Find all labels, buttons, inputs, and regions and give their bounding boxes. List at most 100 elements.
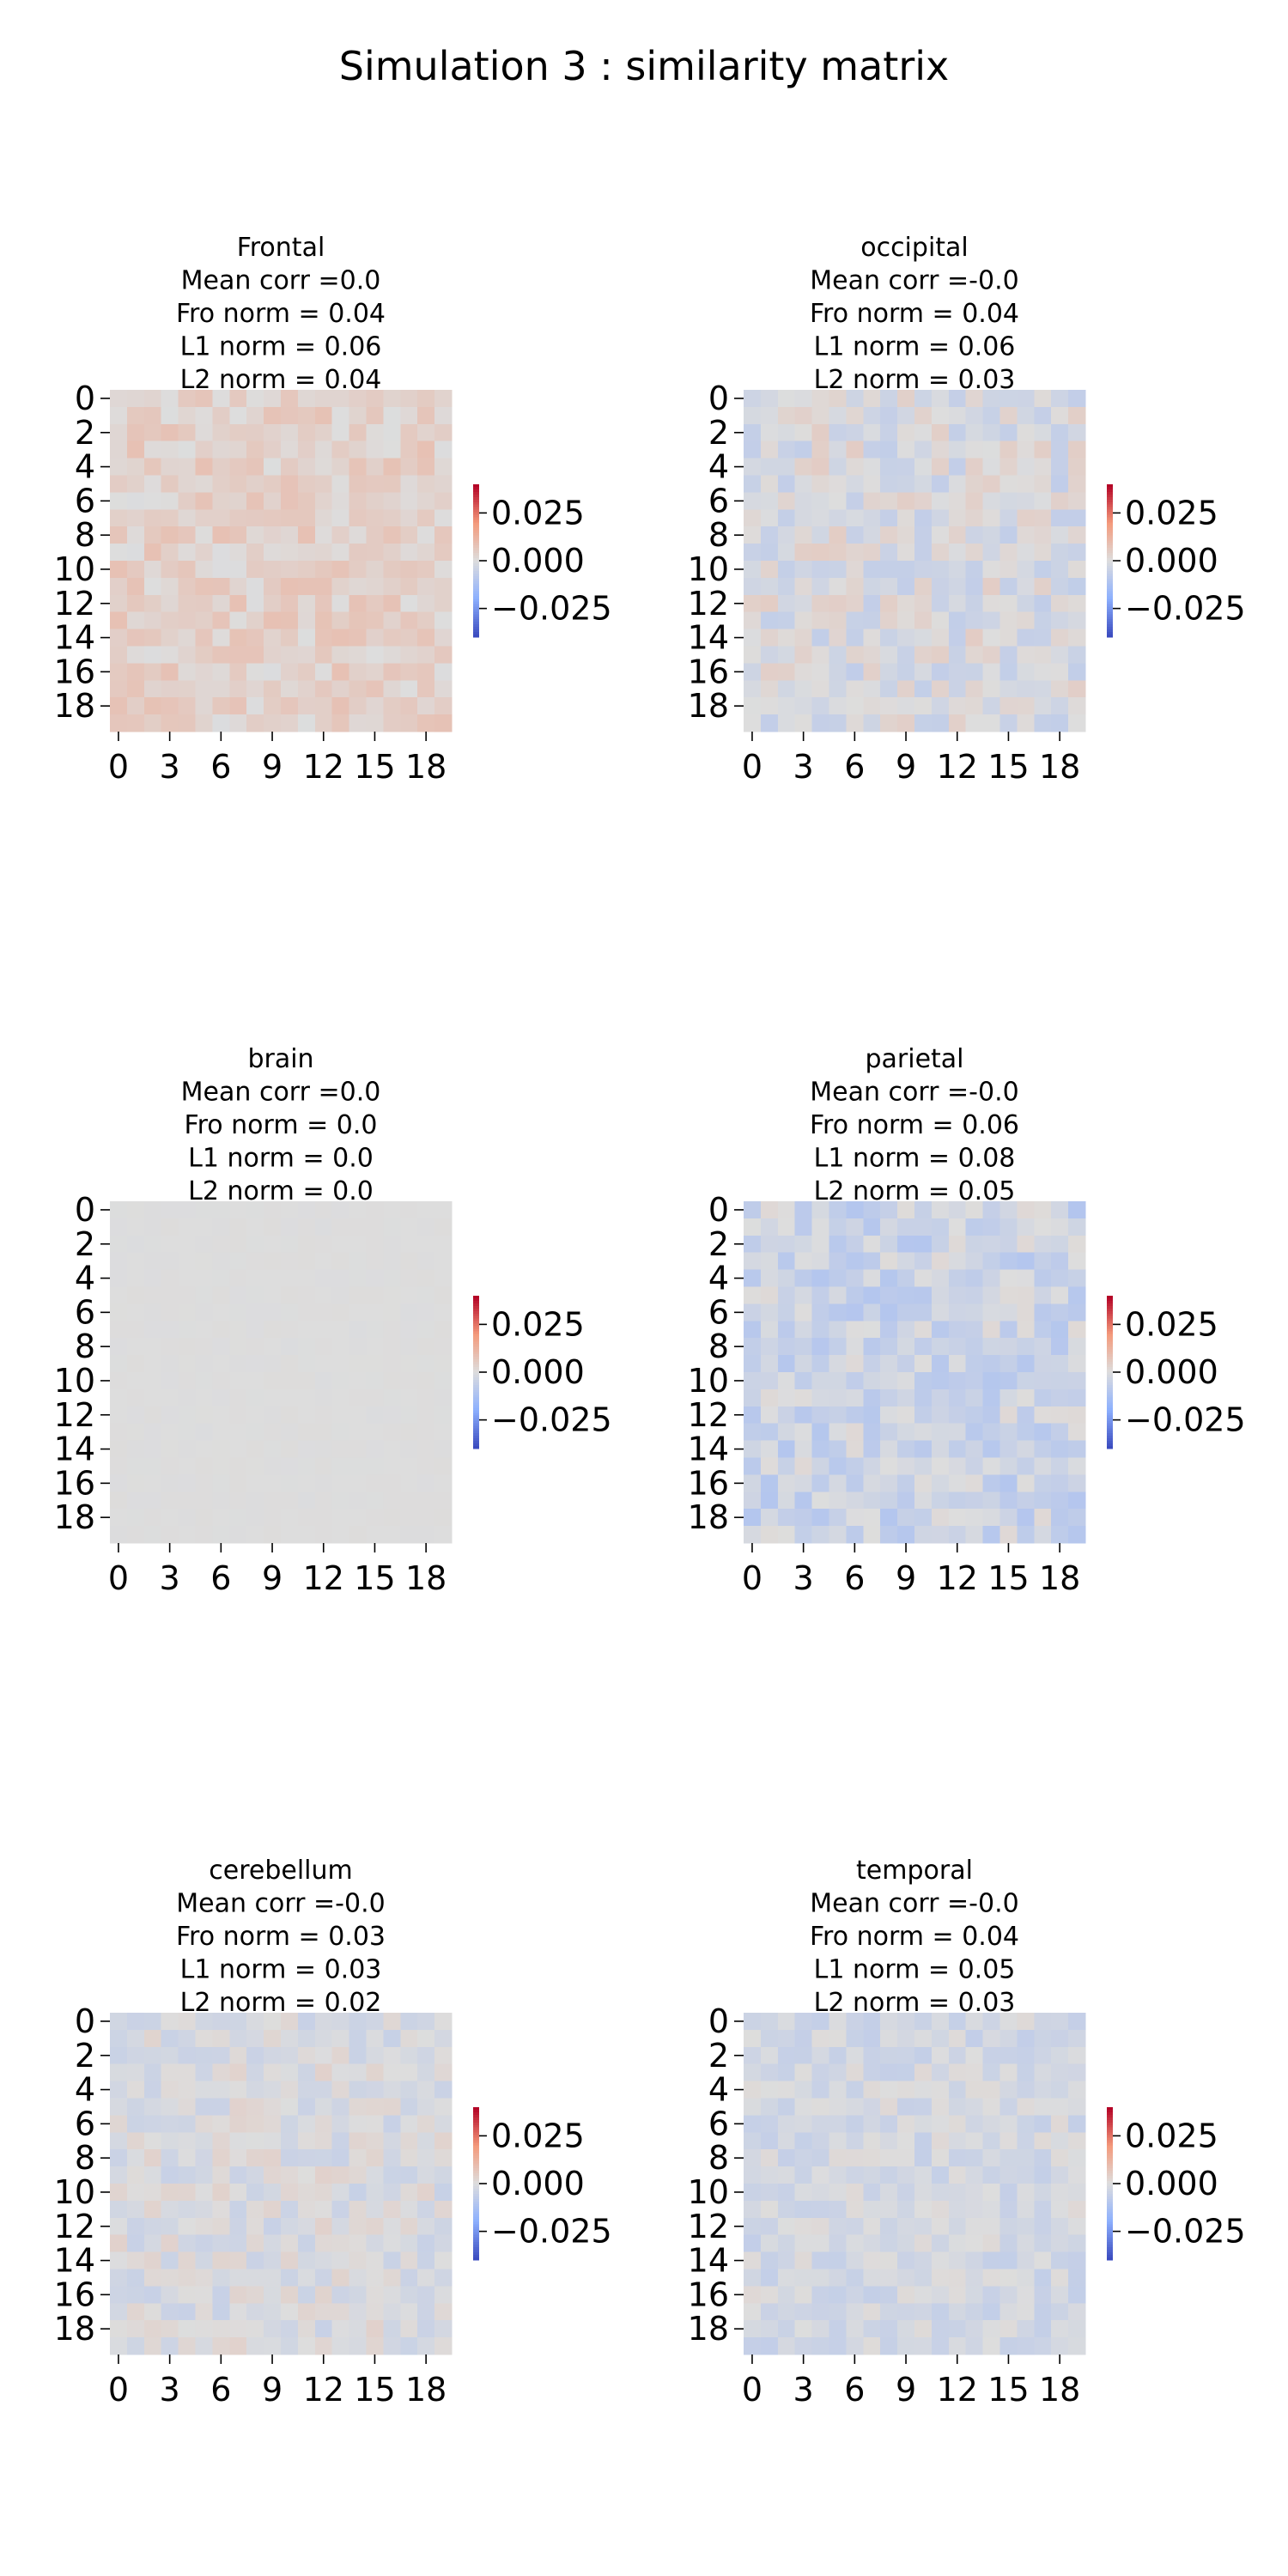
colorbar-tick-label: 0.000 [491, 542, 585, 580]
heatmap-cell [297, 492, 316, 510]
heatmap-cell [143, 2081, 162, 2099]
heatmap-cell [811, 1338, 830, 1356]
heatmap-cell [1017, 1372, 1035, 1390]
heatmap-cell [331, 646, 350, 664]
heatmap-cell [297, 440, 316, 459]
colorbar-segment [473, 1400, 479, 1404]
heatmap-cell [434, 1457, 453, 1475]
heatmap-cell [314, 1474, 333, 1492]
colorbar-segment [1107, 1367, 1113, 1370]
heatmap-cell [880, 2013, 898, 2031]
heatmap-cell [1051, 526, 1069, 544]
heatmap-cell [143, 1338, 162, 1356]
heatmap-cell [314, 611, 333, 630]
heatmap-cell [829, 1252, 847, 1271]
heatmap-cell [417, 1440, 435, 1459]
colorbar-segment [1107, 575, 1113, 580]
heatmap-cell [880, 2063, 898, 2082]
colorbar-segment [473, 575, 479, 580]
heatmap-cell [760, 1474, 779, 1492]
heatmap-cell [863, 1286, 881, 1304]
heatmap-cell [829, 1321, 847, 1339]
heatmap-cell [434, 2286, 453, 2304]
colorbar-segment [1107, 609, 1113, 612]
colorbar-segment [1107, 1328, 1113, 1333]
x-tick-label: 3 [793, 2371, 814, 2409]
heatmap-cell [246, 440, 264, 459]
heatmap-cell [143, 1423, 162, 1442]
y-tick-label: 6 [75, 1293, 95, 1331]
heatmap-cell [880, 1474, 898, 1492]
heatmap-cell [829, 1457, 847, 1475]
colorbar-segment [473, 2166, 479, 2169]
heatmap-cell [914, 594, 933, 613]
x-tick-label: 12 [937, 748, 978, 786]
heatmap-cell [400, 561, 418, 579]
heatmap-cell [1051, 2286, 1069, 2304]
heatmap-cell [744, 1303, 762, 1321]
heatmap-cell [264, 1201, 282, 1219]
heatmap-cell [982, 1218, 1001, 1236]
heatmap-cell [314, 2184, 333, 2202]
y-tick-label: 2 [75, 414, 95, 452]
heatmap-cell [760, 1218, 779, 1236]
heatmap-cell [314, 1338, 333, 1356]
heatmap-cell [434, 2251, 453, 2270]
heatmap-cell [161, 1321, 179, 1339]
heatmap-cell [914, 1492, 933, 1510]
heatmap-cell [1034, 1509, 1052, 1527]
heatmap-cell [965, 2234, 984, 2253]
heatmap-cell [846, 1440, 864, 1459]
heatmap-cell [1017, 1423, 1035, 1442]
heatmap-cell [760, 561, 779, 579]
colorbar-segment [1107, 2117, 1113, 2121]
heatmap-cell [349, 458, 368, 477]
heatmap-cell [366, 680, 384, 698]
heatmap-cell [999, 1526, 1018, 1544]
heatmap-cell [349, 544, 368, 562]
heatmap-cell [212, 2217, 230, 2236]
heatmap-cell [281, 2337, 299, 2355]
heatmap-cell [931, 1509, 950, 1527]
y-tick-label: 10 [54, 550, 95, 588]
heatmap-cell [1017, 2046, 1035, 2065]
heatmap-cell [982, 423, 1001, 442]
heatmap-cell [212, 1440, 230, 1459]
colorbar [1107, 2107, 1113, 2261]
heatmap-cell [880, 2149, 898, 2167]
heatmap-cell [110, 2320, 128, 2338]
heatmap-cell [863, 2337, 881, 2355]
heatmap-cell [914, 492, 933, 510]
heatmap-cell [297, 1474, 316, 1492]
heatmap-cell [794, 2149, 813, 2167]
heatmap-cell [110, 2132, 128, 2150]
colorbar-segment [1107, 1336, 1113, 1340]
colorbar-segment [1107, 2140, 1113, 2144]
heatmap-cell [195, 1269, 213, 1288]
heatmap-cell [434, 1321, 453, 1339]
heatmap-cell [349, 406, 368, 425]
heatmap-cell [297, 526, 316, 544]
heatmap-cell [178, 2320, 197, 2338]
colorbar-segment [473, 2158, 479, 2161]
heatmap-cell [349, 1406, 368, 1425]
heatmap-cell [417, 1474, 435, 1492]
heatmap-cell [948, 1269, 967, 1288]
heatmap-cell [349, 1218, 368, 1236]
y-tick-label: 8 [708, 2139, 729, 2177]
heatmap-cell [948, 646, 967, 664]
heatmap-cell [846, 1321, 864, 1339]
heatmap-cell [434, 423, 453, 442]
colorbar-segment [1107, 614, 1113, 617]
heatmap-cell [863, 2286, 881, 2304]
colorbar-segment [1107, 556, 1113, 559]
heatmap-cell [143, 458, 162, 477]
heatmap-cell [811, 611, 830, 630]
heatmap-cell [143, 544, 162, 562]
heatmap-cell [331, 1388, 350, 1407]
heatmap-cell [829, 646, 847, 664]
heatmap-cell [777, 697, 796, 715]
heatmap-cell [366, 440, 384, 459]
heatmap-cell [948, 2098, 967, 2116]
